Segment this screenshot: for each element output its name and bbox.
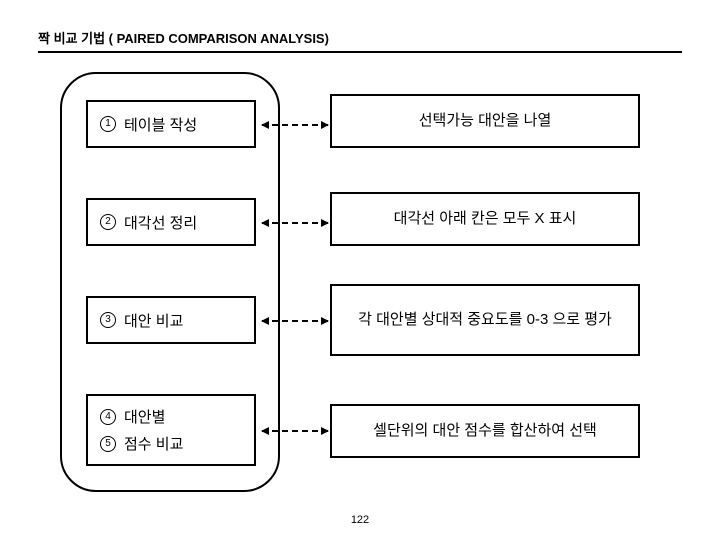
step-box-4-5: 4 대안별 5 점수 비교 xyxy=(86,394,256,466)
step-number-2: 2 xyxy=(100,214,116,230)
page-number: 122 xyxy=(0,514,720,526)
desc-box-1: 선택가능 대안을 나열 xyxy=(330,94,640,148)
title-bar: 짝 비교 기법 ( PAIRED COMPARISON ANALYSIS) xyxy=(38,28,682,53)
page-title: 짝 비교 기법 ( PAIRED COMPARISON ANALYSIS) xyxy=(38,28,682,51)
step-label-2: 대각선 정리 xyxy=(124,212,197,233)
step-box-1: 1 테이블 작성 xyxy=(86,100,256,148)
connector-2 xyxy=(262,222,328,224)
desc-box-4-5: 셀단위의 대안 점수를 합산하여 선택 xyxy=(330,404,640,458)
title-underline xyxy=(38,51,682,53)
step-box-2: 2 대각선 정리 xyxy=(86,198,256,246)
step-number-4: 4 xyxy=(100,409,116,425)
step-row-5: 5 점수 비교 xyxy=(100,433,254,454)
connector-4-5 xyxy=(262,430,328,432)
desc-box-2: 대각선 아래 칸은 모두 X 표시 xyxy=(330,192,640,246)
step-label-3: 대안 비교 xyxy=(124,310,183,331)
step-box-3: 3 대안 비교 xyxy=(86,296,256,344)
step-number-3: 3 xyxy=(100,312,116,328)
step-label-5: 점수 비교 xyxy=(124,433,183,454)
connector-3 xyxy=(262,320,328,322)
desc-box-3: 각 대안별 상대적 중요도를 0-3 으로 평가 xyxy=(330,284,640,356)
step-row-4: 4 대안별 xyxy=(100,406,254,427)
step-number-1: 1 xyxy=(100,116,116,132)
connector-1 xyxy=(262,124,328,126)
step-label-4: 대안별 xyxy=(124,406,165,427)
step-number-5: 5 xyxy=(100,436,116,452)
step-label-1: 테이블 작성 xyxy=(124,114,197,135)
